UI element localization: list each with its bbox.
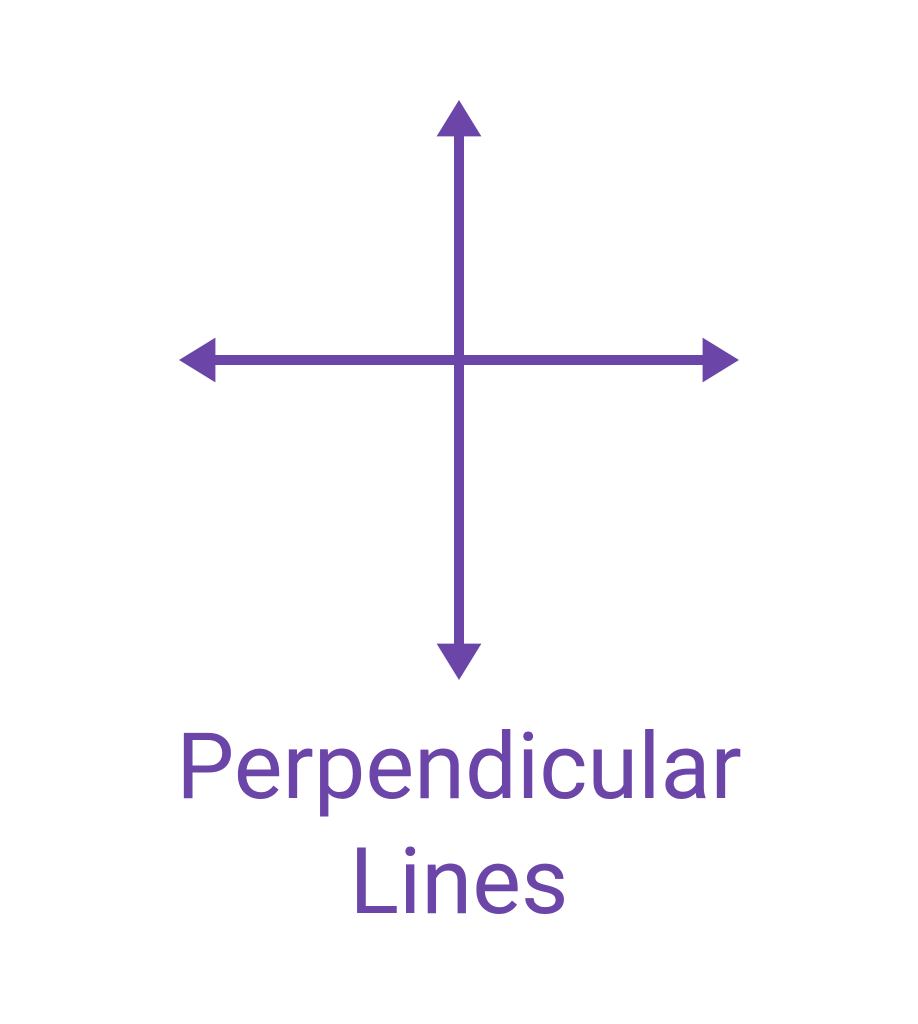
diagram-container: Perpendicular Lines xyxy=(0,0,918,1024)
caption-line-2: Lines xyxy=(176,825,741,940)
caption-line-1: Perpendicular xyxy=(176,710,741,825)
perpendicular-lines-diagram xyxy=(159,80,759,700)
lines-svg xyxy=(159,80,759,700)
diagram-caption: Perpendicular Lines xyxy=(176,710,741,940)
